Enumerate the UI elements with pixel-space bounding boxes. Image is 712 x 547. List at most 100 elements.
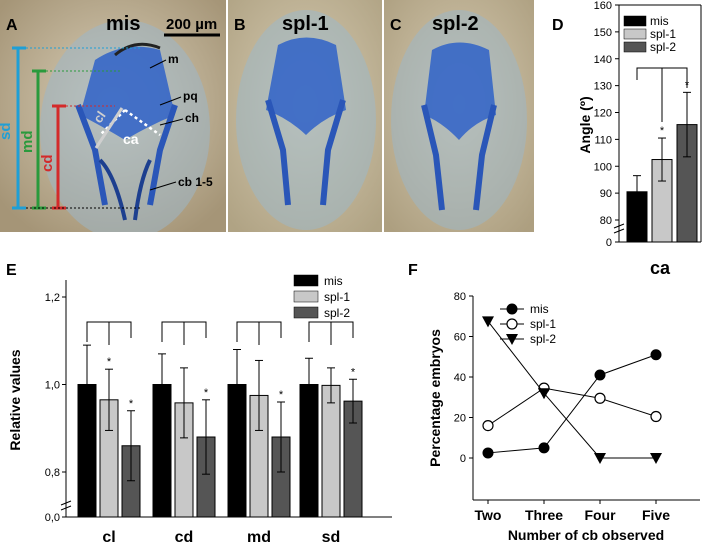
y-tick-label: 110 <box>594 134 612 146</box>
y-tick-label: 90 <box>600 188 612 200</box>
y-axis-label: Relative values <box>7 349 23 450</box>
x-category-label: cl <box>102 529 115 546</box>
y-tick-label: 1,0 <box>45 380 60 392</box>
significance-star: * <box>107 356 112 368</box>
x-tick-label: Five <box>642 507 670 523</box>
label-m: m <box>168 52 179 66</box>
bar-spl-1-sd <box>321 384 341 518</box>
significance-star: * <box>351 366 356 378</box>
comparison-bracket <box>86 321 132 345</box>
data-point-mis <box>594 369 606 381</box>
measure-label-cd: cd <box>39 154 56 172</box>
legend-swatch-spl-2 <box>293 306 319 319</box>
panel-letter-f: F <box>408 262 418 279</box>
x-tick-label: Three <box>525 507 563 523</box>
x-category-label: md <box>247 529 271 546</box>
legend-label-spl-2: spl-2 <box>324 306 350 320</box>
measure-label-cl: cl <box>90 108 109 125</box>
axis-break <box>60 500 72 511</box>
y-tick-label: 160 <box>594 0 612 12</box>
y-tick-label: 60 <box>454 332 466 344</box>
panel-letter-e: E <box>6 262 17 279</box>
photo-a-title: mis <box>106 13 140 35</box>
legend-label-mis: mis <box>530 302 549 316</box>
y-tick-label: 100 <box>594 161 612 173</box>
x-category-label: ca <box>650 258 671 278</box>
panel-letter-d: D <box>552 17 564 34</box>
y-tick-label: 0,0 <box>45 512 60 524</box>
significance-star: * <box>204 387 209 399</box>
label-cb: cb 1-5 <box>178 175 213 189</box>
y-axis-label: Angle (º) <box>577 96 593 153</box>
legend-marker-mis <box>506 303 518 315</box>
legend-label-spl-1: spl-1 <box>530 317 556 331</box>
y-tick-label: 0,8 <box>45 467 60 479</box>
leader-cb <box>149 181 177 191</box>
photo-c-title: spl-2 <box>432 13 479 35</box>
measure-label-md: md <box>19 131 36 154</box>
measurement-cd: cd <box>39 104 115 210</box>
legend-label-mis: mis <box>324 274 343 288</box>
y-tick-label: 20 <box>454 413 466 425</box>
y-tick-label: 80 <box>454 291 466 303</box>
photo-b-image <box>228 0 382 232</box>
photo-a-image <box>0 0 226 232</box>
data-point-spl-1 <box>594 392 606 404</box>
photo-panel-b <box>228 0 382 232</box>
axis-break <box>613 223 625 234</box>
comparison-bracket <box>636 67 688 122</box>
significance-star: * <box>129 398 134 410</box>
measurement-md: md <box>19 69 120 210</box>
legend-marker-spl-2 <box>506 334 518 345</box>
x-category-label: cd <box>175 529 194 546</box>
photo-c-image <box>384 0 534 232</box>
y-tick-label: 150 <box>594 27 612 39</box>
significance-star: * <box>279 389 284 401</box>
data-point-spl-1 <box>482 420 494 432</box>
leader-m <box>149 59 167 69</box>
significance-star: * <box>660 125 665 137</box>
label-pq: pq <box>183 89 198 103</box>
panel-letter-a: A <box>6 17 18 34</box>
legend-label-spl-2: spl-2 <box>650 40 676 54</box>
comparison-bracket <box>161 321 207 345</box>
legend-swatch-spl-1 <box>293 290 319 303</box>
photo-panel-c <box>384 0 534 232</box>
x-tick-label: Four <box>584 507 616 523</box>
legend-label-mis: mis <box>650 14 669 28</box>
x-tick-label: Two <box>475 507 502 523</box>
photo-b-title: spl-1 <box>282 13 329 35</box>
comparison-bracket <box>236 321 282 345</box>
measure-label-sd: sd <box>0 122 14 140</box>
panel-letter-c: C <box>390 17 402 34</box>
legend-label-spl-2: spl-2 <box>530 332 556 346</box>
data-point-mis <box>538 442 550 454</box>
chart-f: 0 20 40 60 80 Two Three Four Five Number of cb ob… <box>427 291 700 543</box>
photo-panel-a <box>0 0 226 232</box>
data-point-spl-2 <box>482 316 494 328</box>
legend-swatch-mis <box>293 274 319 287</box>
leader-ch <box>159 118 184 126</box>
data-point-mis <box>650 349 662 361</box>
data-point-spl-2 <box>594 453 606 464</box>
x-axis-label: Number of cb observed <box>508 527 664 543</box>
leader-pq <box>159 96 182 106</box>
series-line-spl-2 <box>487 321 656 459</box>
legend-label-spl-1: spl-1 <box>324 290 350 304</box>
data-point-spl-1 <box>650 410 662 423</box>
y-tick-label: 40 <box>454 372 466 384</box>
x-category-label: sd <box>322 529 341 546</box>
legend-swatch-spl-1 <box>623 28 647 40</box>
legend-label-spl-1: spl-1 <box>650 27 676 41</box>
data-point-spl-2 <box>538 388 550 400</box>
label-ca: ca <box>123 131 139 147</box>
data-point-mis <box>482 447 494 459</box>
comparison-bracket <box>308 321 354 345</box>
legend-swatch-spl-2 <box>623 41 647 53</box>
y-tick-label: 140 <box>594 54 612 66</box>
y-tick-label: 80 <box>600 215 612 227</box>
y-tick-label: 1,2 <box>45 292 60 304</box>
y-tick-label: 120 <box>594 108 612 120</box>
